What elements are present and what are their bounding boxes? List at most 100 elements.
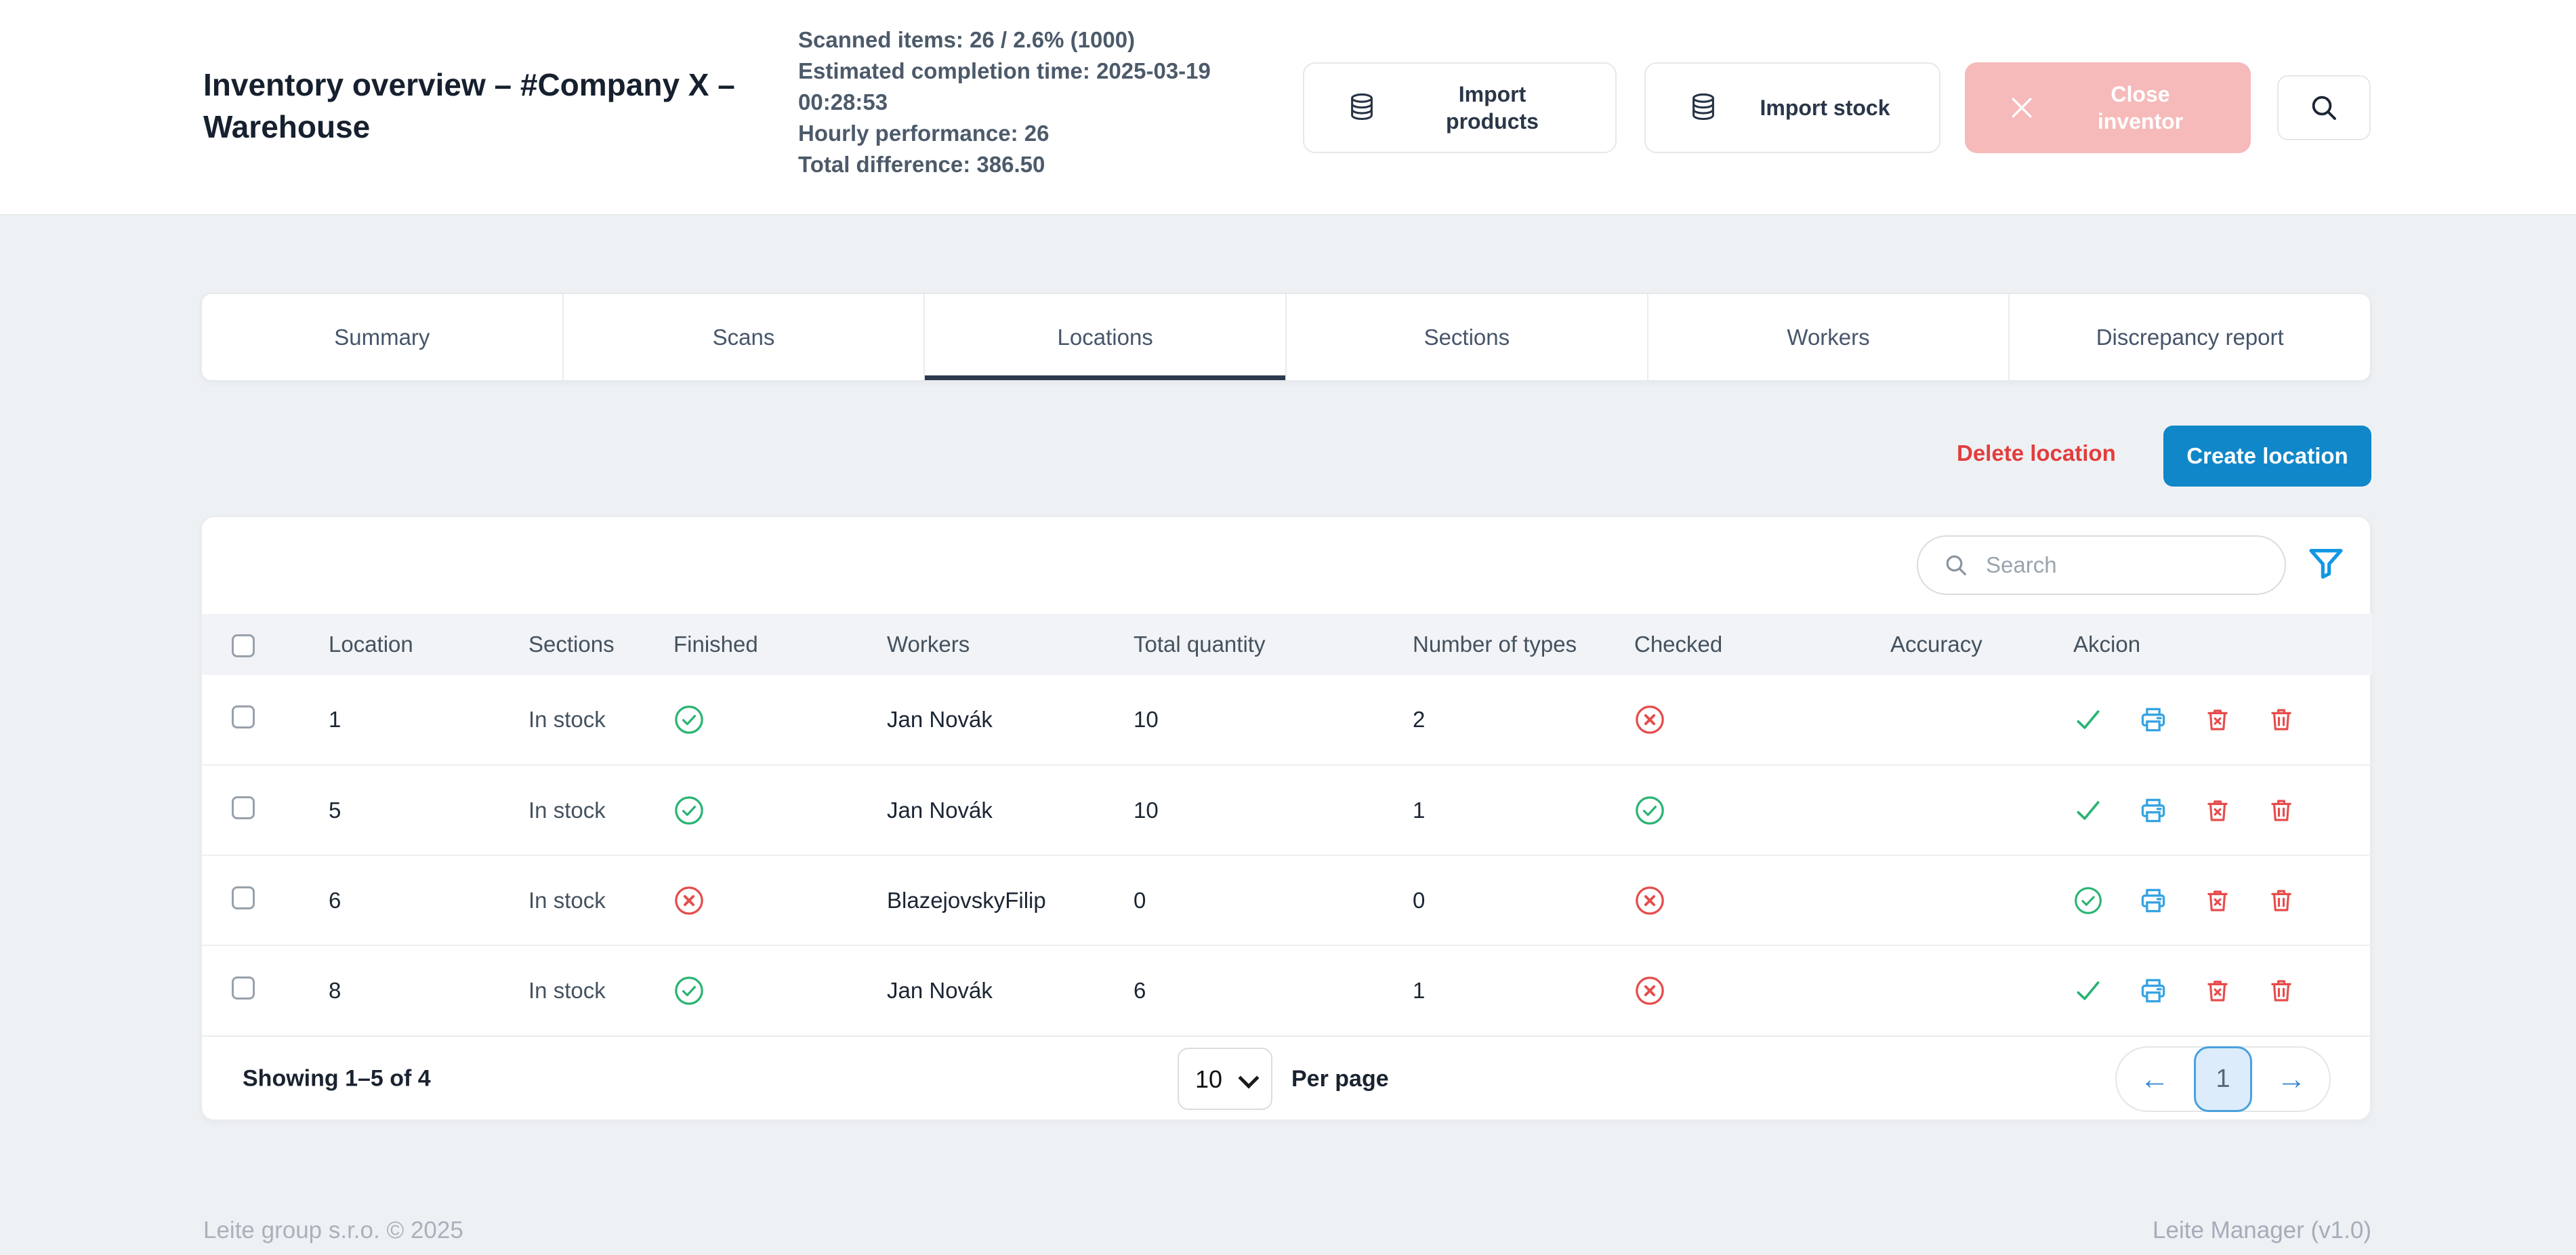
row-checkbox[interactable] — [232, 705, 255, 728]
current-page-button[interactable]: 1 — [2194, 1046, 2252, 1112]
prev-page-arrow-icon[interactable]: ← — [2140, 1062, 2169, 1096]
number-of-types-cell: 1 — [1372, 764, 1594, 855]
top-bar: Inventory overview – #Company X – Wareho… — [0, 0, 2576, 215]
stat-hourly-performance: Hourly performance: 26 — [798, 121, 1050, 146]
table-header-row: Location Sections Finished Workers Total… — [202, 614, 2373, 675]
circle-x-icon — [1634, 885, 1850, 916]
location-cell: 8 — [288, 945, 488, 1035]
print-icon[interactable] — [2138, 886, 2168, 915]
approve-check-icon[interactable] — [2073, 796, 2103, 825]
circle-check-icon — [673, 704, 846, 735]
stat-estimated-completion: Estimated completion time: 2025-03-19 00… — [798, 58, 1211, 115]
stat-scanned-items: Scanned items: 26 / 2.6% (1000) — [798, 27, 1136, 52]
table-row: 8 In stock Jan Novák 6 1 — [202, 945, 2373, 1035]
approve-circle-check-icon[interactable] — [2073, 886, 2103, 915]
filter-icon[interactable] — [2305, 543, 2347, 585]
sections-cell: In stock — [528, 707, 606, 732]
next-page-arrow-icon[interactable]: → — [2277, 1062, 2306, 1096]
trash-x-icon[interactable] — [2203, 705, 2232, 734]
row-actions — [2073, 976, 2373, 1006]
approve-check-icon[interactable] — [2073, 976, 2103, 1006]
col-finished: Finished — [673, 632, 758, 657]
locations-table: Location Sections Finished Workers Total… — [202, 614, 2373, 1035]
row-actions — [2073, 796, 2373, 825]
per-page-select[interactable]: 10 — [1179, 1049, 1271, 1109]
print-icon[interactable] — [2138, 796, 2168, 825]
number-of-types-cell: 1 — [1372, 945, 1594, 1035]
import-products-button[interactable]: Import products — [1303, 62, 1617, 153]
approve-check-icon[interactable] — [2073, 705, 2103, 735]
sections-cell: In stock — [488, 945, 633, 1035]
trash-x-icon[interactable] — [2203, 976, 2232, 1005]
table-footer: Showing 1–5 of 4 10 Per page ← 1 → — [202, 1035, 2370, 1121]
stat-total-difference: Total difference: 386.50 — [798, 152, 1045, 177]
circle-x-icon — [1634, 704, 1850, 735]
database-icon — [1346, 92, 1377, 123]
tab-scans[interactable]: Scans — [562, 294, 924, 380]
trash-icon[interactable] — [2267, 886, 2295, 915]
trash-icon[interactable] — [2267, 796, 2295, 825]
circle-check-icon — [673, 975, 846, 1006]
footer-version: Leite Manager (v1.0) — [2153, 1217, 2371, 1243]
trash-icon[interactable] — [2267, 976, 2295, 1005]
delete-location-button[interactable]: Delete location — [1957, 440, 2116, 466]
trash-icon[interactable] — [2267, 705, 2295, 734]
workers-cell: BlazejovskyFilip — [846, 855, 1093, 945]
row-checkbox[interactable] — [232, 886, 255, 909]
trash-x-icon[interactable] — [2203, 796, 2232, 825]
location-cell: 5 — [288, 764, 488, 855]
locations-card: Location Sections Finished Workers Total… — [201, 516, 2373, 1121]
circle-x-icon — [673, 885, 846, 916]
sections-cell: In stock — [488, 764, 633, 855]
row-checkbox[interactable] — [232, 976, 255, 1000]
global-search-button[interactable] — [2277, 75, 2371, 140]
pagination: ← 1 → — [2115, 1046, 2331, 1112]
close-inventory-button[interactable]: Close inventor — [1965, 62, 2251, 153]
inventory-stats: Scanned items: 26 / 2.6% (1000) Estimate… — [798, 24, 1245, 180]
tab-discrepancy-report[interactable]: Discrepancy report — [2008, 294, 2370, 380]
search-icon — [1943, 552, 1970, 579]
database-icon — [1688, 92, 1719, 123]
total-quantity-cell: 10 — [1134, 707, 1159, 732]
print-icon[interactable] — [2138, 705, 2168, 735]
close-icon — [2007, 93, 2037, 123]
per-page-control: 10 Per page — [1178, 1048, 1389, 1110]
col-sections: Sections — [528, 632, 615, 657]
table-row: 5 In stock Jan Novák 10 1 — [202, 764, 2373, 855]
circle-check-icon — [1634, 795, 1850, 826]
print-icon[interactable] — [2138, 976, 2168, 1006]
select-all-checkbox[interactable] — [232, 634, 255, 658]
showing-summary: Showing 1–5 of 4 — [243, 1065, 431, 1092]
table-row: 1 In stock Jan Novák 10 2 — [202, 675, 2373, 765]
tab-locations[interactable]: Locations — [923, 294, 1285, 380]
tab-workers[interactable]: Workers — [1646, 294, 2009, 380]
col-number-of-types: Number of types — [1413, 632, 1577, 657]
tab-bar: Summary Scans Locations Sections Workers… — [201, 293, 2371, 382]
page-title: Inventory overview – #Company X – Wareho… — [203, 67, 735, 144]
tab-summary[interactable]: Summary — [334, 324, 430, 350]
per-page-label: Per page — [1291, 1065, 1389, 1092]
total-quantity-cell: 0 — [1093, 855, 1372, 945]
workers-cell: Jan Novák — [887, 707, 993, 732]
create-location-button[interactable]: Create location — [2163, 426, 2371, 487]
tab-sections[interactable]: Sections — [1285, 294, 1647, 380]
accuracy-cell — [1850, 945, 2033, 1035]
accuracy-cell — [1850, 764, 2033, 855]
col-total-quantity: Total quantity — [1134, 632, 1266, 657]
trash-x-icon[interactable] — [2203, 886, 2232, 915]
import-products-label: Import products — [1446, 82, 1539, 133]
accuracy-cell — [1850, 675, 2033, 765]
row-actions — [2073, 705, 2373, 735]
location-cell: 6 — [288, 855, 488, 945]
number-of-types-cell: 0 — [1372, 855, 1594, 945]
total-quantity-cell: 6 — [1093, 945, 1372, 1035]
table-toolbar — [202, 517, 2370, 614]
total-quantity-cell: 10 — [1093, 764, 1372, 855]
col-checked: Checked — [1634, 632, 1723, 657]
table-search-box — [1917, 535, 2286, 595]
workers-cell: Jan Novák — [846, 764, 1093, 855]
import-stock-button[interactable]: Import stock — [1644, 62, 1940, 153]
row-checkbox[interactable] — [232, 796, 255, 819]
table-search-input[interactable] — [1986, 552, 2243, 578]
circle-x-icon — [1634, 975, 1850, 1006]
